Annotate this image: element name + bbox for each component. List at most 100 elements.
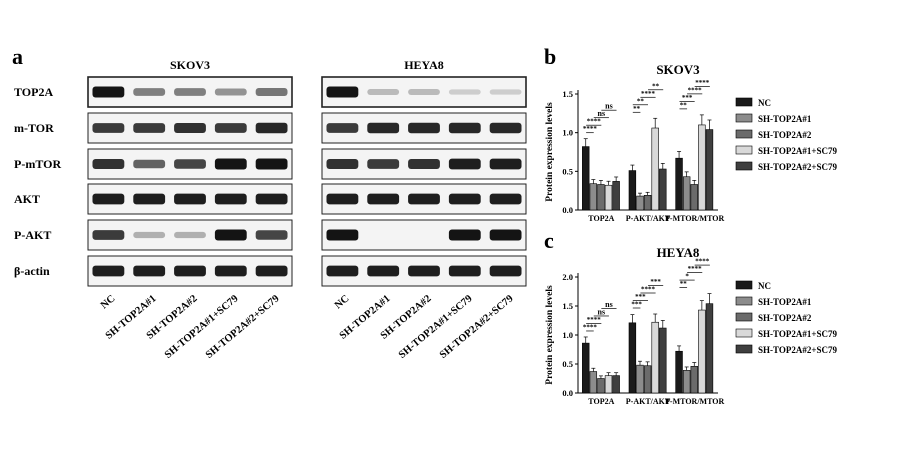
panel-letter-c: c	[544, 228, 554, 253]
blot-band	[92, 86, 125, 98]
blot-band	[255, 122, 288, 134]
blot-band	[92, 123, 125, 133]
y-tick-label: 0.5	[562, 166, 573, 176]
blot-band	[408, 122, 440, 134]
y-tick-label: 1.0	[562, 330, 573, 340]
y-tick-label: 1.0	[562, 128, 573, 138]
legend-swatch	[735, 161, 753, 171]
significance-label: *	[685, 273, 689, 281]
significance-label: **	[680, 101, 688, 109]
blot-band	[408, 193, 440, 205]
legend-label: SH-TOP2A#1	[758, 297, 812, 307]
blot-band	[92, 193, 125, 205]
blot-band	[326, 158, 359, 170]
bar	[636, 195, 644, 211]
blot-row-label: TOP2A	[14, 85, 54, 99]
significance-label: ****	[583, 125, 598, 133]
significance-label: ns	[605, 300, 613, 309]
bar	[690, 184, 698, 211]
legend-label: SH-TOP2A#1+SC79	[758, 146, 837, 156]
significance-label: ****	[688, 86, 703, 94]
legend-label: SH-TOP2A#1	[758, 114, 812, 124]
bar	[682, 370, 691, 394]
bar	[651, 321, 659, 394]
blot-band	[92, 158, 125, 170]
legend-swatch	[735, 113, 753, 123]
x-tick-label: TOP2A	[588, 397, 614, 406]
bar	[690, 366, 698, 394]
bar	[589, 371, 598, 394]
bar	[628, 322, 637, 394]
blot-band	[133, 88, 166, 96]
blot-band	[367, 122, 400, 134]
y-tick-label: 0.0	[562, 388, 573, 398]
legend-swatch	[735, 145, 753, 155]
bar-chart-skov3: SKOV3 Protein expression levels 0.0 0.5 1.0 1…	[545, 62, 837, 223]
blot-band	[255, 193, 288, 205]
legend-label: SH-TOP2A#2+SC79	[758, 345, 837, 355]
blot-band	[489, 229, 522, 241]
blot-band	[448, 193, 481, 205]
significance-label: ****	[641, 286, 656, 294]
blot-band	[214, 265, 247, 277]
bar	[659, 327, 667, 394]
bar-chart-heya8: HEYA8 Protein expression levels 0.0 0.5 1.0 1…	[545, 245, 837, 406]
blot-band	[448, 229, 481, 241]
bar	[597, 378, 605, 394]
western-blot-figure	[87, 76, 527, 287]
y-tick-label: 0.0	[562, 205, 573, 215]
blot-band	[326, 193, 359, 205]
significance-label: ns	[598, 307, 606, 316]
legend-swatch	[735, 129, 753, 139]
blot-band	[133, 123, 166, 133]
significance-label: **	[633, 105, 641, 113]
bar	[582, 342, 590, 394]
panel-letter-a: a	[12, 44, 23, 69]
significance-label: ns	[598, 109, 606, 118]
significance-label: **	[680, 280, 688, 288]
blot-band	[174, 88, 206, 96]
blot-band	[255, 265, 288, 277]
y-axis-label: Protein expression levels	[545, 102, 555, 202]
legend-label: SH-TOP2A#2	[758, 130, 812, 140]
blot-band	[408, 158, 440, 170]
blot-band	[326, 265, 359, 277]
bar	[698, 309, 706, 394]
blot-band	[133, 159, 166, 169]
bar	[675, 157, 683, 211]
bar	[675, 350, 683, 394]
bar	[628, 170, 637, 211]
blot-band	[448, 89, 481, 95]
legend-label: SH-TOP2A#1+SC79	[758, 329, 837, 339]
significance-label: **	[652, 82, 660, 90]
blot-band	[174, 159, 206, 169]
legend-swatch	[735, 97, 753, 107]
legend-swatch	[735, 280, 753, 290]
significance-label: ****	[587, 316, 602, 324]
legend-swatch	[735, 312, 753, 322]
blot-band	[255, 88, 288, 96]
y-tick-label: 1.5	[562, 301, 573, 311]
blot-row-label: P-mTOR	[14, 157, 62, 171]
bar	[698, 124, 706, 211]
blot-band	[489, 193, 522, 205]
chart-title: HEYA8	[657, 245, 700, 260]
legend-swatch	[735, 296, 753, 306]
significance-label: ****	[587, 118, 602, 126]
significance-label: ****	[695, 258, 710, 266]
significance-label: ***	[682, 94, 693, 102]
blot-band	[174, 231, 206, 239]
blot-row-label: β-actin	[14, 264, 50, 278]
blot-band	[367, 89, 400, 95]
blot-band	[408, 265, 440, 277]
blot-band	[214, 158, 247, 170]
blot-row-label: AKT	[14, 192, 41, 206]
significance-label: ****	[583, 323, 598, 331]
blot-band	[367, 159, 400, 169]
legend-label: NC	[758, 98, 771, 108]
bar	[612, 375, 620, 394]
blot-band	[214, 123, 247, 133]
bar	[582, 146, 590, 211]
blot-band	[214, 229, 247, 241]
blot-band	[489, 122, 522, 134]
